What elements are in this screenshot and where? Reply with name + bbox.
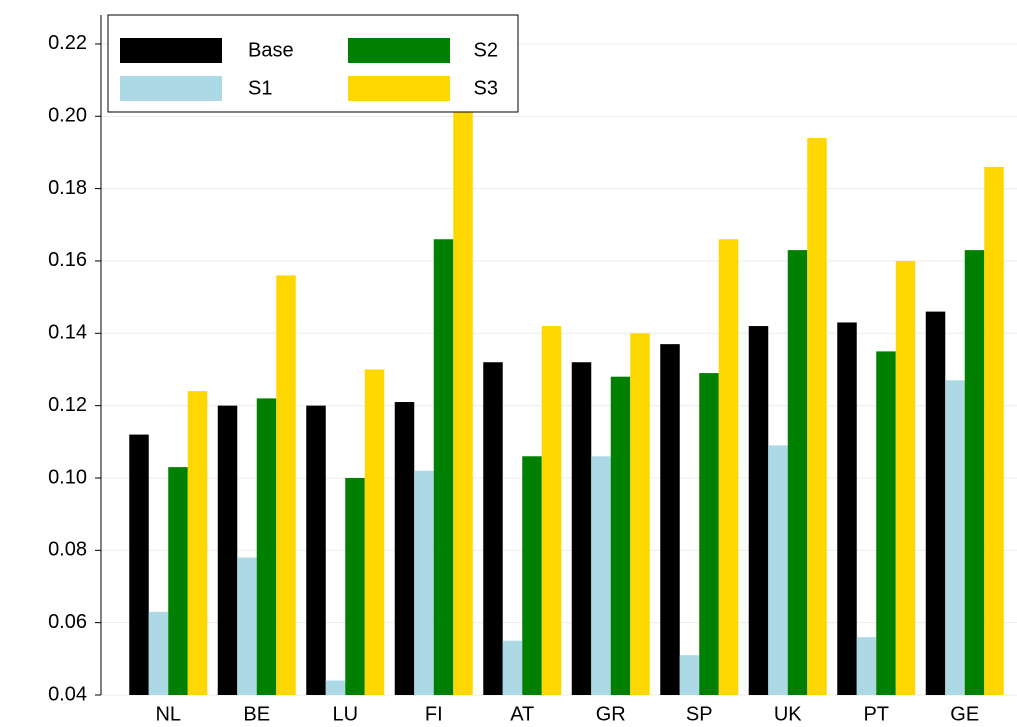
- bar: [414, 470, 434, 695]
- bar: [325, 680, 346, 695]
- bar: [148, 611, 169, 695]
- bar: [984, 166, 1004, 695]
- axes: 0.04 0.06 0.08 0.10 0.12 0.14 0.16 0.18 0.20 0.22…: [48, 15, 979, 725]
- bar: [306, 405, 326, 695]
- legend-label: S2: [474, 39, 498, 61]
- bar: [945, 380, 965, 695]
- bar: [129, 434, 149, 695]
- bar: [610, 376, 631, 695]
- bar: [718, 239, 739, 696]
- bar: [187, 391, 208, 695]
- bar: [925, 311, 946, 695]
- x-tick-label: GE: [950, 703, 979, 725]
- bar: [502, 640, 523, 695]
- bar: [679, 655, 700, 695]
- bar: [453, 80, 473, 695]
- x-tick-label: LU: [332, 703, 358, 725]
- x-tick-label: NL: [155, 703, 181, 725]
- legend: Base S1 S2 S3: [107, 14, 519, 113]
- bar: [345, 477, 365, 695]
- x-tick-label: SP: [686, 703, 713, 725]
- bar: [699, 373, 719, 695]
- bar: [217, 405, 238, 695]
- y-tick-label: 0.10: [48, 466, 87, 488]
- bar: [837, 322, 857, 695]
- y-tick-label: 0.08: [48, 539, 87, 561]
- bar: [876, 351, 896, 695]
- bar: [522, 456, 542, 695]
- bar: [276, 275, 296, 695]
- y-tick-label: 0.04: [48, 683, 87, 705]
- bar: [237, 557, 257, 695]
- y-tick-label: 0.18: [48, 177, 87, 199]
- bar: [483, 362, 503, 695]
- bar: [895, 260, 916, 695]
- x-tick-label: FI: [425, 703, 443, 725]
- bar: [394, 402, 415, 695]
- legend-swatch: [120, 38, 222, 63]
- legend-label: S3: [474, 77, 498, 99]
- x-tick-label: BE: [243, 703, 270, 725]
- bar: [541, 326, 562, 695]
- bar: [768, 445, 788, 695]
- legend-swatch: [348, 38, 450, 63]
- bar: [807, 137, 827, 695]
- bar: [256, 398, 277, 695]
- bar: [964, 250, 985, 695]
- y-tick-label: 0.06: [48, 611, 87, 633]
- legend-swatch: [120, 76, 222, 101]
- y-tick-label: 0.14: [48, 322, 87, 344]
- bar: [660, 344, 680, 695]
- x-tick-label: UK: [774, 703, 802, 725]
- bar: [748, 326, 769, 695]
- y-tick-label: 0.22: [48, 32, 87, 54]
- y-tick-label: 0.16: [48, 249, 87, 271]
- bar: [571, 362, 592, 695]
- y-tick-label: 0.20: [48, 105, 87, 127]
- bar: [856, 637, 877, 695]
- legend-label: S1: [248, 77, 272, 99]
- bars: [129, 80, 1004, 696]
- bar: [433, 239, 454, 696]
- legend-label: Base: [248, 39, 294, 61]
- x-tick-label: AT: [510, 703, 534, 725]
- bar: [787, 250, 808, 695]
- legend-swatch: [348, 76, 450, 101]
- x-tick-label: GR: [596, 703, 626, 725]
- bar: [630, 333, 650, 695]
- x-tick-label: PT: [863, 703, 889, 725]
- y-tick-label: 0.12: [48, 394, 87, 416]
- bar: [591, 456, 611, 695]
- bar: [168, 467, 188, 695]
- bar: [364, 369, 385, 695]
